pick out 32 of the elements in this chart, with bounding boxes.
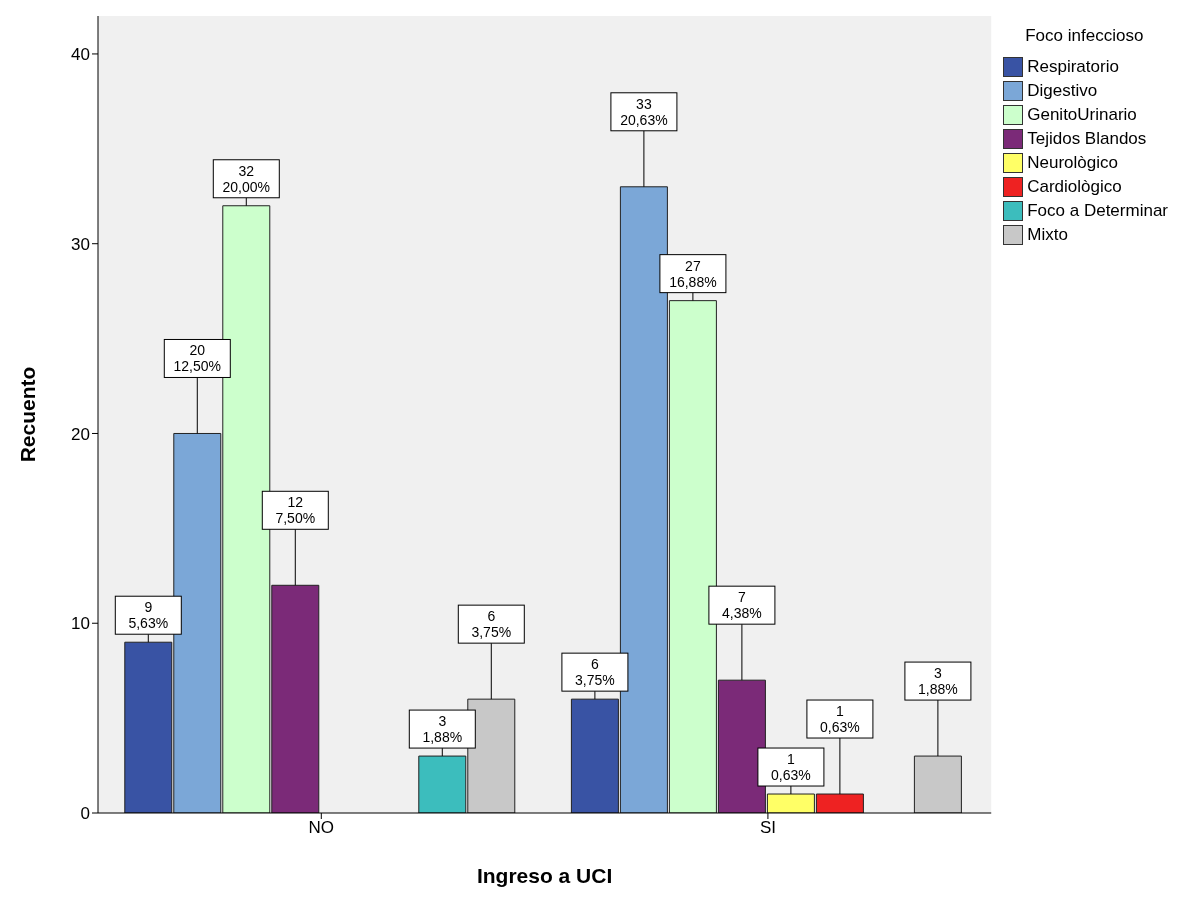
y-axis-title: Recuento [16, 366, 40, 463]
y-tick-label: 40 [71, 44, 90, 64]
data-label: 1 0,63% [771, 751, 811, 784]
legend-label: Mixto [1027, 225, 1068, 245]
data-label: 33 20,63% [620, 95, 668, 128]
legend-label: Digestivo [1027, 81, 1098, 101]
data-label: 7 4,38% [722, 589, 762, 622]
legend-label: Tejidos Blandos [1027, 129, 1147, 149]
legend-label: Foco a Determinar [1027, 201, 1168, 221]
data-label: 3 1,88% [422, 713, 463, 746]
legend-label: Cardiològico [1027, 177, 1122, 197]
legend-label: GenitoUrinario [1027, 105, 1137, 125]
x-tick-label: NO [308, 818, 335, 838]
legend-label: Neurològico [1027, 153, 1118, 173]
y-tick-label: 0 [80, 804, 90, 824]
data-label: 9 5,63% [128, 599, 169, 632]
data-label: 1 0,63% [820, 703, 860, 736]
data-label: 20 12,50% [173, 342, 222, 375]
data-label: 6 3,75% [471, 608, 512, 641]
data-label: 6 3,75% [575, 656, 615, 689]
data-label: 27 16,88% [669, 257, 717, 290]
y-tick-label: 10 [71, 614, 90, 634]
data-label: 12 7,50% [275, 494, 316, 527]
x-tick-label: SI [759, 818, 776, 838]
bar [913, 755, 962, 813]
legend-title: Foco infeccioso [1025, 26, 1145, 46]
y-tick-label: 20 [71, 424, 90, 444]
x-axis-title: Ingreso a UCI [476, 864, 613, 887]
y-tick-label: 30 [71, 234, 90, 254]
legend-label: Respiratorio [1027, 57, 1119, 77]
data-label: 32 20,00% [222, 162, 271, 195]
data-label: 3 1,88% [918, 665, 958, 698]
